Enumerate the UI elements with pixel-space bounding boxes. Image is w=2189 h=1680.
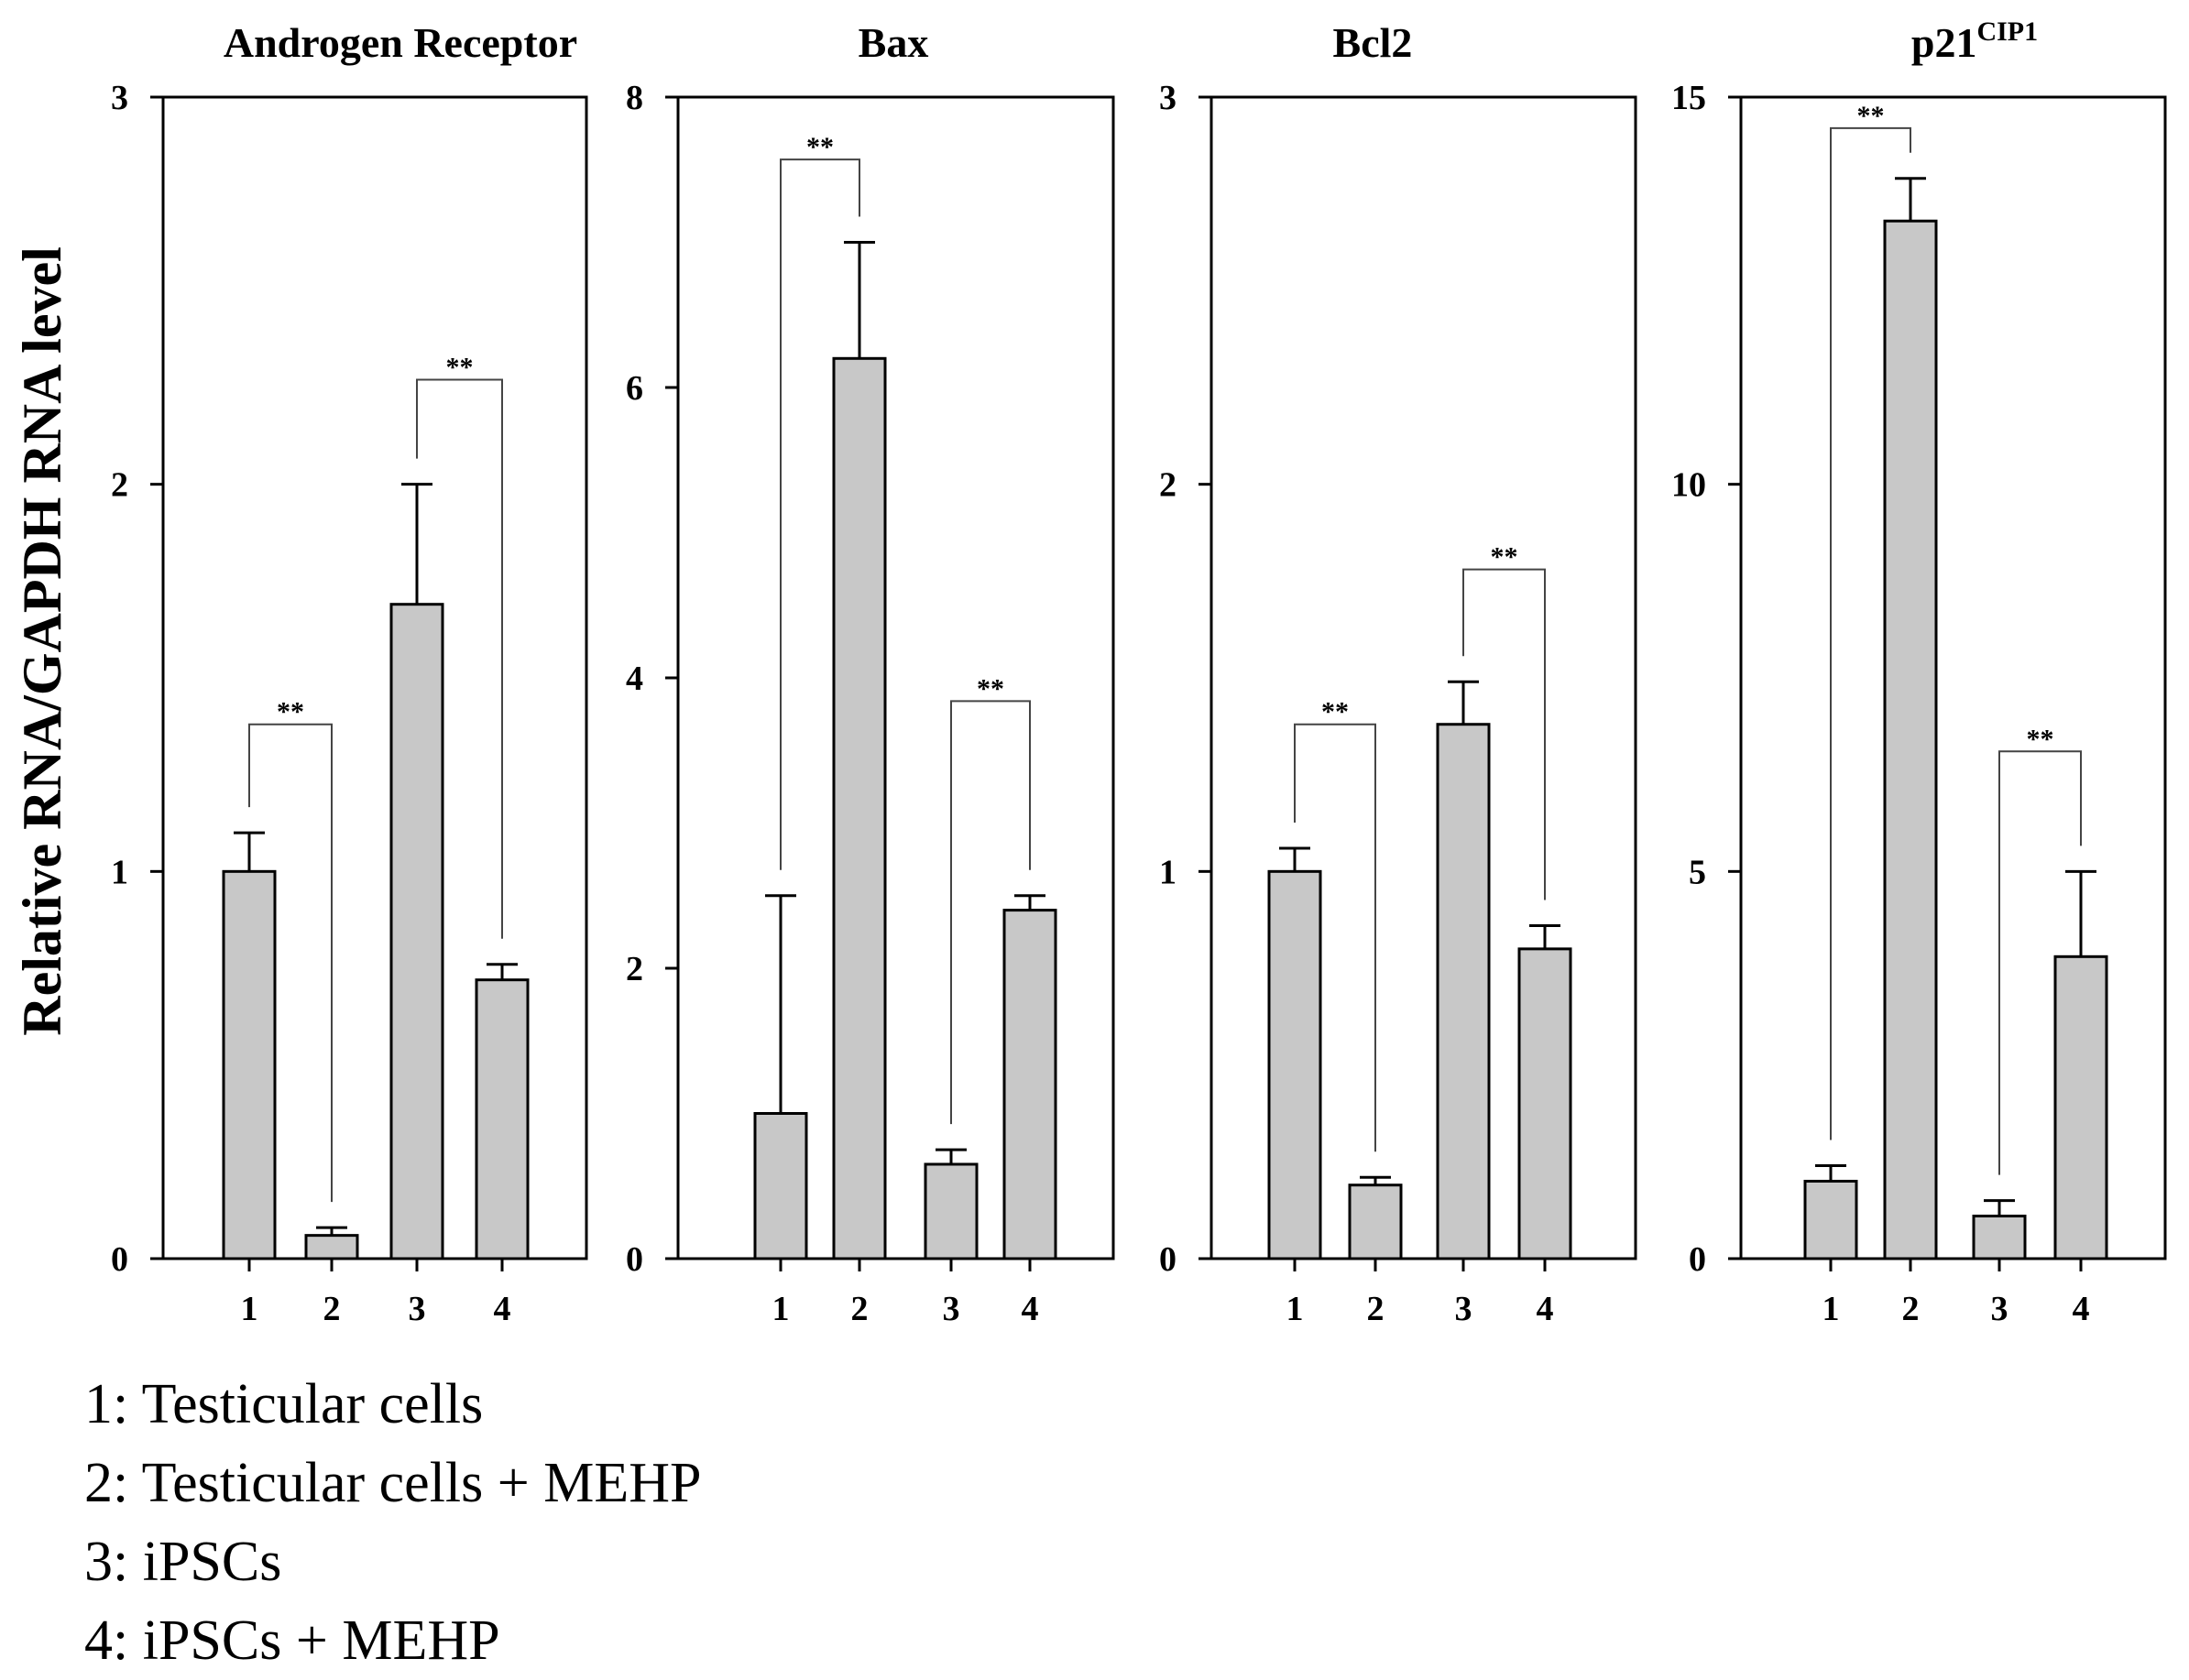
x-tick-label: 4 [494, 1290, 511, 1328]
significance-label: ** [806, 132, 834, 162]
bar-2 [832, 356, 887, 1260]
panel-title: Bcl2 [1333, 19, 1413, 66]
x-tick-label: 3 [943, 1290, 960, 1328]
significance-label: ** [1857, 101, 1885, 131]
bar-4 [2053, 955, 2108, 1260]
x-tick-label: 2 [1902, 1290, 1920, 1328]
y-tick-label: 2 [111, 466, 128, 505]
bar-1 [753, 1112, 808, 1260]
legend-item-3: 3: iPSCs [84, 1531, 282, 1593]
significance-label: ** [977, 673, 1004, 704]
significance-bracket [950, 700, 1031, 1125]
x-tick-label: 2 [851, 1290, 869, 1328]
y-tick-label: 15 [1671, 79, 1706, 117]
bar-4 [1517, 947, 1572, 1260]
x-tick-label: 3 [1455, 1290, 1472, 1328]
y-tick-label: 2 [1159, 466, 1177, 505]
x-tick-label: 1 [241, 1290, 258, 1328]
y-tick-label: 0 [1159, 1240, 1177, 1279]
significance-label: ** [1491, 542, 1518, 573]
plot-frame [1739, 95, 2167, 1260]
y-tick-label: 6 [626, 369, 643, 408]
x-tick-label: 2 [323, 1290, 341, 1328]
x-tick-label: 3 [409, 1290, 426, 1328]
significance-bracket [1830, 126, 1911, 1140]
y-tick-label: 2 [626, 950, 643, 988]
bar-2 [304, 1234, 359, 1260]
y-tick-label: 8 [626, 79, 643, 117]
bar-1 [1803, 1179, 1858, 1260]
bar-2 [1883, 219, 1938, 1260]
significance-label: ** [446, 353, 474, 383]
legend-item-1: 1: Testicular cells [84, 1373, 484, 1435]
legend-item-4: 4: iPSCs + MEHP [84, 1609, 500, 1672]
bar-2 [1348, 1184, 1403, 1260]
significance-label: ** [1321, 697, 1349, 727]
panel-1: Androgen Receptor 0 1 2 3 1 2 3 4 ** ** [111, 19, 588, 1328]
legend-item-2: 2: Testicular cells + MEHP [84, 1452, 702, 1514]
bar-3 [1972, 1215, 2027, 1260]
significance-bracket [1462, 568, 1546, 900]
significance-label: ** [277, 697, 304, 727]
y-tick-label: 10 [1671, 466, 1706, 505]
y-tick-label: 0 [1689, 1240, 1706, 1279]
plot-frame [161, 95, 588, 1260]
significance-label: ** [2027, 724, 2054, 754]
bar-4 [475, 978, 530, 1260]
y-axis-label: Relative RNA/GAPDH RNA level [12, 246, 72, 1036]
y-tick-label: 0 [626, 1240, 643, 1279]
y-tick-label: 3 [111, 79, 128, 117]
x-tick-label: 1 [1286, 1290, 1304, 1328]
panel-4: p21CIP1 0 5 10 15 1 2 3 4 ** ** [1671, 16, 2167, 1328]
x-tick-label: 3 [1991, 1290, 2008, 1328]
x-tick-label: 1 [772, 1290, 790, 1328]
x-tick-label: 4 [1022, 1290, 1039, 1328]
significance-bracket [1294, 723, 1376, 1152]
bar-1 [222, 869, 277, 1260]
x-tick-label: 2 [1367, 1290, 1385, 1328]
bar-1 [1267, 869, 1322, 1260]
panel-title: Bax [859, 19, 929, 66]
panel-title: Androgen Receptor [224, 19, 577, 66]
legend: 1: Testicular cells 2: Testicular cells … [84, 1365, 702, 1680]
bar-3 [1436, 723, 1491, 1260]
bar-4 [1002, 909, 1057, 1260]
x-tick-label: 4 [2073, 1290, 2090, 1328]
y-tick-label: 0 [111, 1240, 128, 1279]
significance-bracket [416, 378, 503, 939]
significance-bracket [248, 723, 333, 1203]
significance-bracket [780, 158, 860, 870]
panel-title: p21CIP1 [1911, 16, 2038, 66]
chart-panels: Androgen Receptor 0 1 2 3 1 2 3 4 ** ** Bax 0 2 4 6 8 1 2 3… [111, 16, 2167, 1328]
y-tick-label: 4 [626, 660, 643, 698]
y-tick-label: 5 [1689, 853, 1706, 891]
bar-3 [924, 1162, 979, 1260]
y-tick-label: 1 [111, 853, 128, 891]
plot-frame [1209, 95, 1637, 1260]
bar-3 [389, 603, 444, 1260]
x-tick-label: 1 [1822, 1290, 1840, 1328]
panel-3: Bcl2 0 1 2 3 1 2 3 4 ** ** [1159, 19, 1637, 1328]
y-tick-label: 3 [1159, 79, 1177, 117]
panel-2: Bax 0 2 4 6 8 1 2 3 4 ** ** [626, 19, 1115, 1328]
panel-title-superscript: CIP1 [1976, 16, 2038, 47]
x-tick-label: 4 [1537, 1290, 1554, 1328]
significance-bracket [1998, 750, 2082, 1175]
y-tick-label: 1 [1159, 853, 1177, 891]
